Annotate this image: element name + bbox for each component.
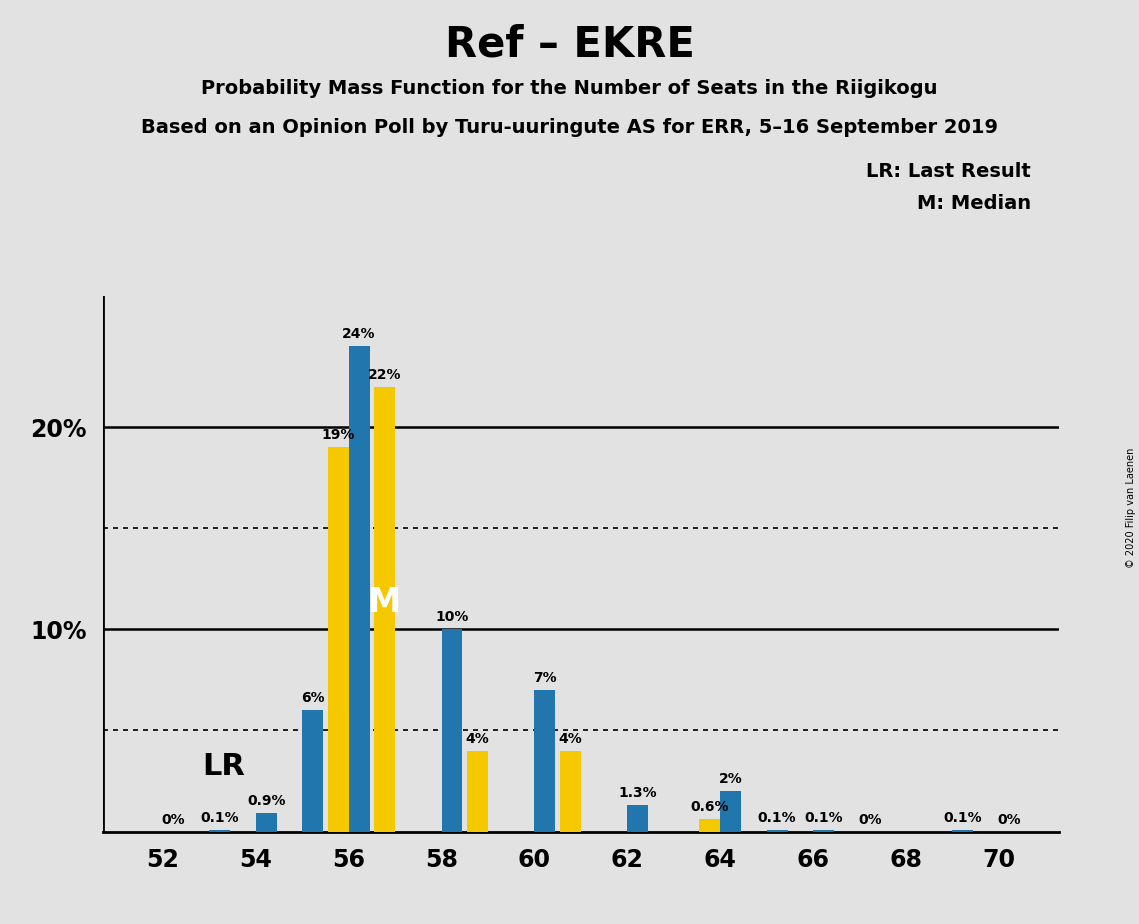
Text: LR: LR: [202, 752, 245, 781]
Text: 0%: 0%: [162, 812, 186, 827]
Text: 0.1%: 0.1%: [804, 810, 843, 824]
Bar: [952, 830, 974, 832]
Text: 4%: 4%: [466, 732, 490, 746]
Text: 6%: 6%: [301, 691, 325, 705]
Text: 0.9%: 0.9%: [247, 795, 286, 808]
Bar: [467, 750, 487, 832]
Text: LR: Last Result: LR: Last Result: [866, 162, 1031, 181]
Text: 0.6%: 0.6%: [690, 800, 729, 814]
Text: 0.1%: 0.1%: [943, 810, 982, 824]
Text: 24%: 24%: [343, 327, 376, 341]
Bar: [210, 830, 230, 832]
Text: Based on an Opinion Poll by Turu-uuringute AS for ERR, 5–16 September 2019: Based on an Opinion Poll by Turu-uuringu…: [141, 118, 998, 138]
Bar: [349, 346, 369, 832]
Text: 0%: 0%: [858, 812, 882, 827]
Bar: [256, 813, 277, 832]
Bar: [699, 820, 720, 832]
Bar: [628, 806, 648, 832]
Bar: [375, 386, 395, 832]
Bar: [534, 690, 556, 832]
Bar: [442, 629, 462, 832]
Bar: [302, 711, 323, 832]
Text: 4%: 4%: [558, 732, 582, 746]
Text: M: M: [368, 586, 401, 619]
Bar: [328, 447, 349, 832]
Text: 0.1%: 0.1%: [200, 810, 239, 824]
Bar: [767, 830, 787, 832]
Text: 22%: 22%: [368, 368, 401, 382]
Text: 7%: 7%: [533, 671, 557, 685]
Text: Probability Mass Function for the Number of Seats in the Riigikogu: Probability Mass Function for the Number…: [202, 79, 937, 98]
Text: 2%: 2%: [719, 772, 743, 786]
Text: 10%: 10%: [435, 611, 468, 625]
Text: Ref – EKRE: Ref – EKRE: [444, 23, 695, 65]
Text: 0.1%: 0.1%: [757, 810, 796, 824]
Text: M: Median: M: Median: [917, 194, 1031, 213]
Text: 0%: 0%: [998, 812, 1022, 827]
Bar: [720, 791, 741, 832]
Bar: [813, 830, 834, 832]
Text: © 2020 Filip van Laenen: © 2020 Filip van Laenen: [1125, 448, 1136, 568]
Text: 19%: 19%: [321, 429, 355, 443]
Text: 1.3%: 1.3%: [618, 786, 657, 800]
Bar: [560, 750, 581, 832]
